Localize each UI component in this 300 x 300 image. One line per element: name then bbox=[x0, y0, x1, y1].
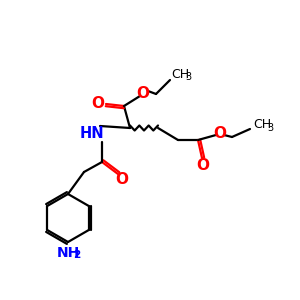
Text: HN: HN bbox=[80, 127, 104, 142]
Text: 2: 2 bbox=[73, 250, 80, 260]
Text: 3: 3 bbox=[267, 123, 273, 133]
Text: O: O bbox=[214, 125, 226, 140]
Text: 3: 3 bbox=[185, 72, 191, 82]
Text: O: O bbox=[136, 85, 149, 100]
Text: O: O bbox=[196, 158, 209, 173]
Text: CH: CH bbox=[253, 118, 271, 131]
Text: CH: CH bbox=[171, 68, 189, 80]
Text: NH: NH bbox=[56, 246, 80, 260]
Text: O: O bbox=[116, 172, 128, 188]
Text: O: O bbox=[92, 95, 104, 110]
